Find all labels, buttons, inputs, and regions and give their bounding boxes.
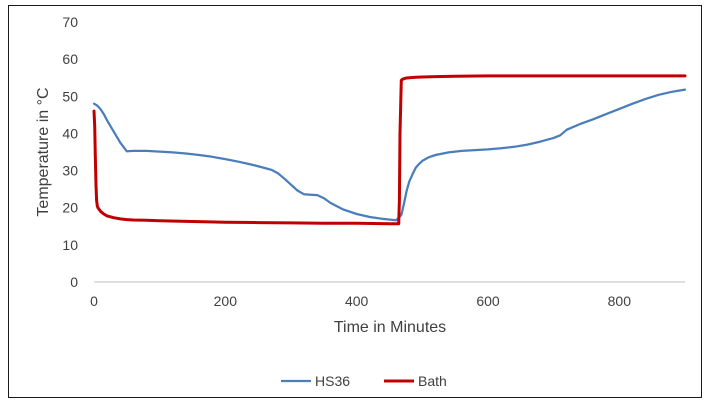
legend: HS36 Bath	[281, 373, 447, 389]
y-tick-label: 70	[62, 14, 78, 30]
x-axis-title: Time in Minutes	[334, 319, 446, 336]
x-tick-label: 800	[608, 293, 632, 309]
y-tick-label: 20	[62, 200, 78, 216]
series-lines	[92, 74, 687, 226]
series-line-bath	[92, 74, 687, 226]
y-tick-label: 60	[62, 51, 78, 67]
y-tick-label: 40	[62, 125, 78, 141]
y-axis-title: Temperature in °C	[35, 87, 52, 216]
legend-label-bath: Bath	[418, 373, 447, 389]
series-line-hs36	[92, 88, 687, 222]
y-tick-label: 50	[62, 88, 78, 104]
x-tick-label: 600	[476, 293, 500, 309]
y-tick-label: 10	[62, 237, 78, 253]
y-tick-label: 0	[70, 274, 78, 290]
y-axis-ticks: 0 10 20 30 40 50 60 70	[62, 14, 78, 290]
y-tick-label: 30	[62, 163, 78, 179]
chart-frame	[8, 5, 702, 398]
legend-label-hs36: HS36	[315, 373, 350, 389]
x-tick-label: 0	[90, 293, 98, 309]
x-axis-ticks: 0 200 400 600 800	[90, 293, 631, 309]
x-tick-label: 200	[214, 293, 238, 309]
x-tick-label: 400	[345, 293, 369, 309]
